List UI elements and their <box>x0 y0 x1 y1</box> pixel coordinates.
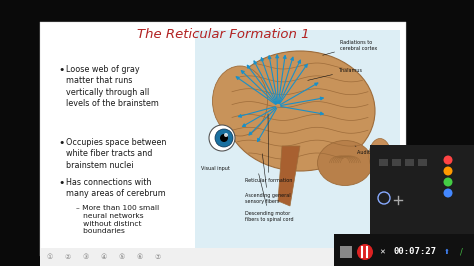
Text: Visual input: Visual input <box>201 166 229 171</box>
Text: •: • <box>58 65 64 75</box>
Circle shape <box>444 167 453 176</box>
Text: Auditory input: Auditory input <box>355 146 392 155</box>
Text: •: • <box>58 178 64 188</box>
Text: Has connections with
many areas of cerebrum: Has connections with many areas of cereb… <box>66 178 166 198</box>
Circle shape <box>444 156 453 164</box>
Ellipse shape <box>225 51 375 171</box>
FancyBboxPatch shape <box>370 145 474 254</box>
Text: ③: ③ <box>83 254 89 260</box>
FancyBboxPatch shape <box>40 248 406 266</box>
Text: Loose web of gray
matter that runs
vertically through all
levels of the brainste: Loose web of gray matter that runs verti… <box>66 65 159 108</box>
Text: ⬆: ⬆ <box>444 249 450 255</box>
Text: Radiations to
cerebral cortex: Radiations to cerebral cortex <box>323 40 377 55</box>
Text: ②: ② <box>65 254 71 260</box>
FancyBboxPatch shape <box>419 159 428 165</box>
Circle shape <box>444 189 453 197</box>
Circle shape <box>224 133 228 137</box>
Text: ①: ① <box>47 254 53 260</box>
Text: 00:07:27: 00:07:27 <box>393 247 437 256</box>
FancyBboxPatch shape <box>340 246 352 258</box>
Text: Ascending general
sensory fibers: Ascending general sensory fibers <box>245 154 291 204</box>
Circle shape <box>444 177 453 186</box>
FancyBboxPatch shape <box>334 234 474 266</box>
Polygon shape <box>278 146 300 206</box>
Text: Descending motor
fibers to spinal cord: Descending motor fibers to spinal cord <box>245 174 293 222</box>
Text: The Reticular Formation 1: The Reticular Formation 1 <box>137 27 309 40</box>
FancyBboxPatch shape <box>195 30 400 250</box>
Text: ⑤: ⑤ <box>119 254 125 260</box>
Circle shape <box>357 244 373 260</box>
Text: ④: ④ <box>101 254 107 260</box>
Text: Occupies space between
white fiber tracts and
brainstem nuclei: Occupies space between white fiber tract… <box>66 138 166 170</box>
Ellipse shape <box>318 140 373 185</box>
FancyBboxPatch shape <box>380 159 389 165</box>
Text: /: / <box>460 247 463 256</box>
Text: ⑦: ⑦ <box>155 254 161 260</box>
FancyBboxPatch shape <box>405 159 414 165</box>
Text: Thalamus: Thalamus <box>308 68 362 80</box>
Circle shape <box>215 129 233 147</box>
FancyBboxPatch shape <box>392 159 401 165</box>
Text: ✕: ✕ <box>379 249 385 255</box>
FancyBboxPatch shape <box>40 22 406 256</box>
Text: •: • <box>58 138 64 148</box>
Text: Reticular formation: Reticular formation <box>245 114 292 183</box>
Circle shape <box>220 134 228 142</box>
Text: ⑥: ⑥ <box>137 254 143 260</box>
Circle shape <box>209 125 235 151</box>
Ellipse shape <box>212 66 267 136</box>
Ellipse shape <box>369 139 391 173</box>
Text: – More than 100 small
   neural networks
   without distinct
   boundaries: – More than 100 small neural networks wi… <box>76 205 159 234</box>
